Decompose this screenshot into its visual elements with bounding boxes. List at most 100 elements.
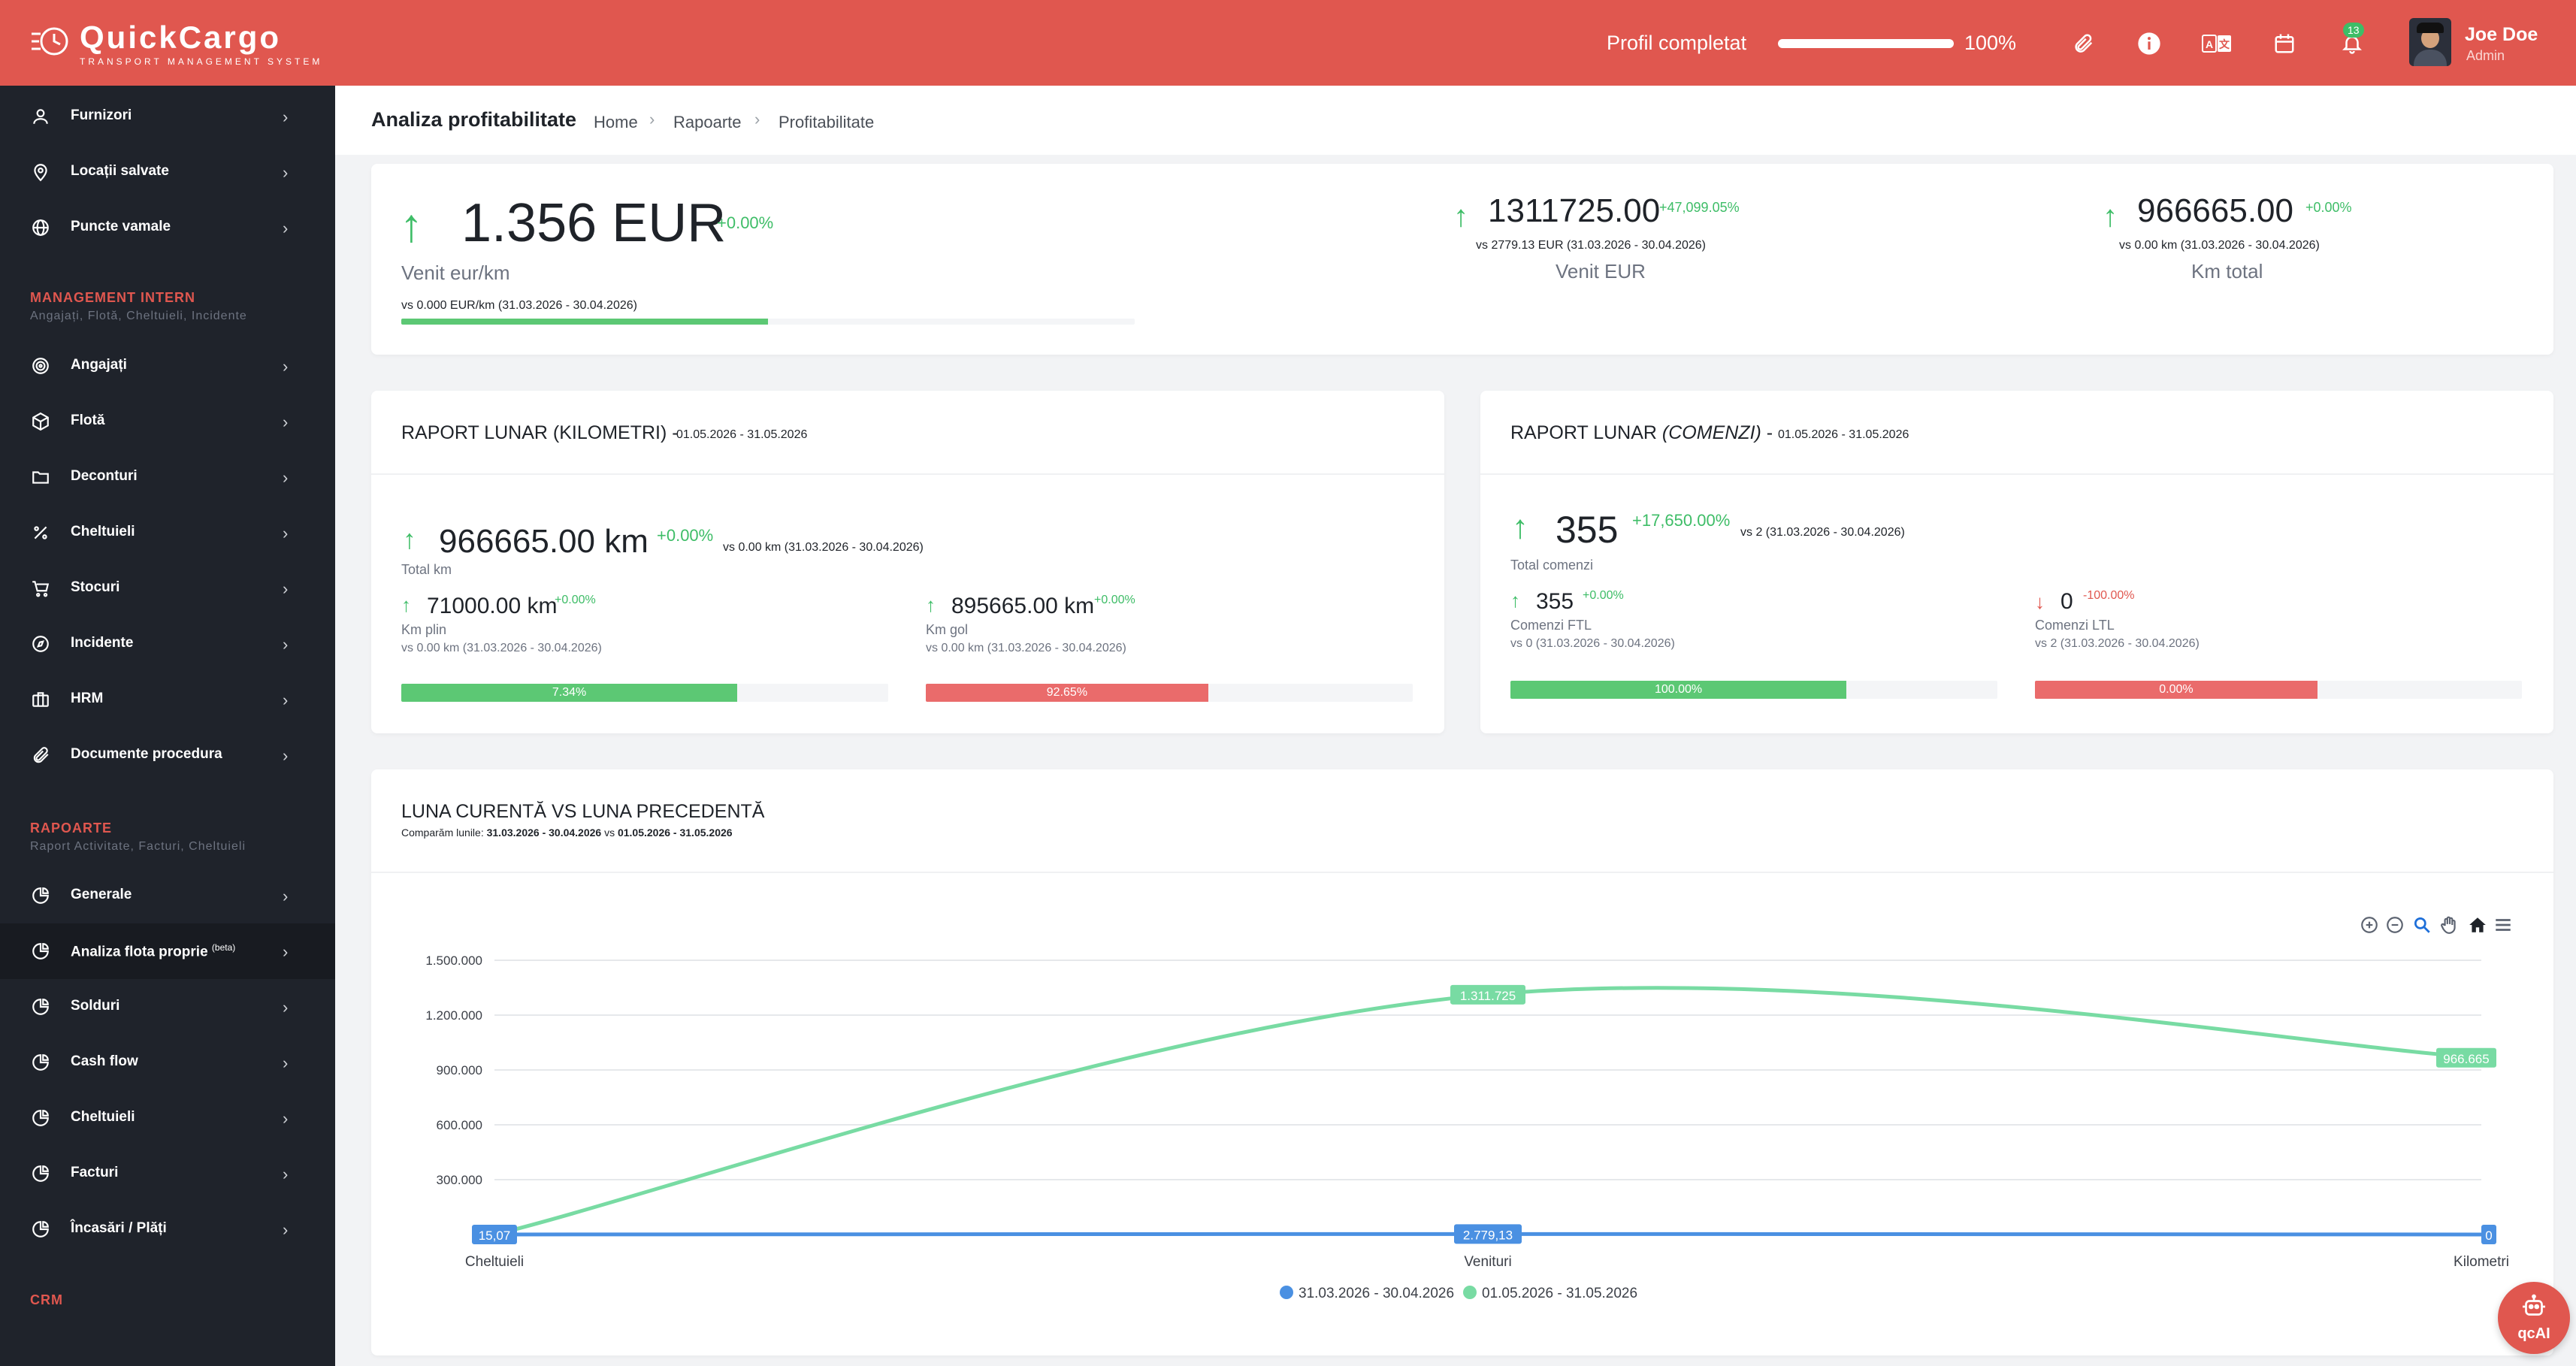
breadcrumb-profitabilitate: Profitabilitate: [779, 113, 875, 131]
sidebar-item-generale[interactable]: Generale ›: [0, 868, 335, 923]
sidebar-section-title: CRM: [30, 1292, 63, 1307]
pan-hand-icon[interactable]: [2438, 914, 2460, 936]
kpi-km-change: +0.00%: [2305, 200, 2352, 215]
sidebar-item-incasari-plati[interactable]: Încasări / Plăți ›: [0, 1201, 335, 1257]
chevron-right-icon: ›: [283, 942, 289, 961]
report-orders-title-italic: (COMENZI): [1661, 422, 1761, 443]
pie-chart-icon: [30, 1219, 51, 1240]
sidebar-section-title: MANAGEMENT INTERN: [30, 290, 195, 305]
comparison-card: LUNA CURENTĂ VS LUNA PRECEDENTĂ Comparăm…: [371, 769, 2553, 1355]
brand-logo[interactable]: QuickCargo TRANSPORT MANAGEMENT SYSTEM: [30, 18, 322, 71]
sidebar-item-facturi[interactable]: Facturi ›: [0, 1146, 335, 1201]
sidebar-item-flota[interactable]: Flotă ›: [0, 394, 335, 449]
report-orders-ftl-change: +0.00%: [1583, 589, 1624, 602]
menu-icon[interactable]: [2492, 914, 2514, 936]
profile-progress-bar: [1778, 39, 1954, 48]
breadcrumb-rapoarte[interactable]: Rapoarte: [673, 113, 742, 131]
sidebar-section-subtitle: Angajați, Flotă, Cheltuieli, Incidente: [30, 310, 247, 322]
arrow-up-icon: ↑: [401, 594, 411, 616]
sidebar-item-angajati[interactable]: Angajați ›: [0, 338, 335, 394]
kpi-eur-vs: vs 2779.13 EUR (31.03.2026 - 30.04.2026): [1476, 239, 1706, 252]
legend-marker: [1463, 1286, 1477, 1299]
chevron-right-icon: ›: [283, 579, 289, 598]
sidebar-item-hrm[interactable]: HRM ›: [0, 672, 335, 727]
arrow-up-icon: ↑: [926, 594, 936, 616]
avatar[interactable]: [2409, 18, 2451, 66]
x-tick-label: Cheltuieli: [465, 1254, 524, 1270]
chevron-right-icon: ›: [283, 357, 289, 376]
sidebar-item-furnizori[interactable]: Furnizori ›: [0, 89, 335, 144]
magnifier-icon[interactable]: [2411, 914, 2433, 936]
zoom-in-icon[interactable]: [2358, 914, 2381, 936]
robot-icon: [2520, 1293, 2547, 1324]
sidebar-item-cash-flow[interactable]: Cash flow ›: [0, 1035, 335, 1090]
data-label-box: [2481, 1225, 2496, 1244]
kpi-km-value: 966665.00: [2137, 192, 2293, 229]
x-tick-label: Venituri: [1464, 1254, 1511, 1270]
chevron-right-icon: ›: [283, 468, 289, 487]
cart-icon: [30, 578, 51, 599]
y-tick-label: 1.500.000: [425, 953, 482, 968]
chevron-right-icon: ›: [283, 163, 289, 182]
profile-label: Profil completat: [1607, 32, 1747, 54]
kpi-main-label: Venit eur/km: [401, 261, 510, 284]
data-label: 0: [2485, 1228, 2492, 1243]
series-line: [494, 986, 2482, 1237]
pie-chart-icon: [30, 996, 51, 1017]
report-orders-total-change: +17,650.00%: [1632, 511, 1731, 530]
kpi-main-progress: [401, 319, 1135, 325]
sidebar-item-deconturi[interactable]: Deconturi ›: [0, 449, 335, 505]
report-km-empty-label: Km gol: [926, 622, 969, 637]
sidebar-item-label: Analiza flota proprie (beta): [71, 942, 235, 960]
sidebar-item-label: Documente procedura: [71, 746, 222, 762]
zoom-out-icon[interactable]: [2384, 914, 2406, 936]
report-km-total-change: +0.00%: [657, 526, 714, 545]
sidebar-item-solduri[interactable]: Solduri ›: [0, 979, 335, 1035]
report-km-full-pct: 7.34%: [552, 686, 587, 699]
data-label-box: [472, 1224, 517, 1244]
calendar-icon[interactable]: [2269, 29, 2299, 59]
user-role: Admin: [2466, 48, 2505, 63]
sidebar-item-label: Deconturi: [71, 468, 138, 484]
report-orders-ltl-bar-fill: 0.00%: [2035, 681, 2317, 699]
report-km-full-value: 71000.00 km: [427, 594, 558, 618]
ai-assistant-button[interactable]: qcAI: [2498, 1282, 2570, 1354]
user-name[interactable]: Joe Doe: [2465, 24, 2538, 45]
sidebar-item-documente-procedura[interactable]: Documente procedura ›: [0, 727, 335, 783]
sidebar-item-puncte-vamale[interactable]: Puncte vamale ›: [0, 200, 335, 255]
sidebar-item-label: Generale: [71, 887, 132, 902]
chevron-right-icon: ›: [283, 887, 289, 905]
paperclip-icon: [30, 745, 51, 766]
info-icon[interactable]: [2134, 29, 2164, 59]
sidebar-item-incidente[interactable]: Incidente ›: [0, 616, 335, 672]
sidebar-item-label: Cheltuieli: [71, 1109, 135, 1125]
report-orders-ltl-vs: vs 2 (31.03.2026 - 30.04.2026): [2035, 637, 2200, 650]
sidebar-item-analiza-flota-proprie[interactable]: Analiza flota proprie (beta) ›: [0, 923, 335, 979]
page-header: Analiza profitabilitate Home › Rapoarte …: [335, 86, 2576, 155]
report-orders-title-text: RAPORT LUNAR: [1510, 422, 1657, 443]
sidebar-item-stocuri[interactable]: Stocuri ›: [0, 561, 335, 616]
breadcrumb-home[interactable]: Home: [594, 113, 638, 131]
pie-chart-icon: [30, 885, 51, 906]
chevron-right-icon: ›: [283, 1220, 289, 1239]
sidebar-section-title: RAPOARTE: [30, 821, 113, 836]
home-icon[interactable]: [2466, 914, 2489, 936]
report-km-total-vs: vs 0.00 km (31.03.2026 - 30.04.2026): [723, 541, 924, 554]
report-orders-ftl-value: 355: [1536, 589, 1574, 614]
report-km-empty-bar: 92.65%: [926, 684, 1413, 702]
y-tick-label: 900.000: [437, 1063, 482, 1077]
sidebar-item-locatii-salvate[interactable]: Locații salvate ›: [0, 144, 335, 200]
report-orders-ftl-bar: 100.00%: [1510, 681, 1997, 699]
paperclip-icon[interactable]: [2068, 29, 2098, 59]
legend-marker: [1280, 1286, 1293, 1299]
data-label: 15,07: [479, 1228, 511, 1243]
sidebar-item-cheltuieli-rapoarte[interactable]: Cheltuieli ›: [0, 1090, 335, 1146]
sidebar-item-label: Solduri: [71, 998, 120, 1014]
sidebar-item-label: Locații salvate: [71, 163, 169, 179]
chevron-right-icon: ›: [283, 635, 289, 654]
report-km-empty-vs: vs 0.00 km (31.03.2026 - 30.04.2026): [926, 642, 1126, 654]
report-km-total-value: 966665.00 km: [439, 523, 649, 560]
data-label-box: [1454, 1224, 1522, 1244]
sidebar-item-cheltuieli-intern[interactable]: Cheltuieli ›: [0, 505, 335, 561]
